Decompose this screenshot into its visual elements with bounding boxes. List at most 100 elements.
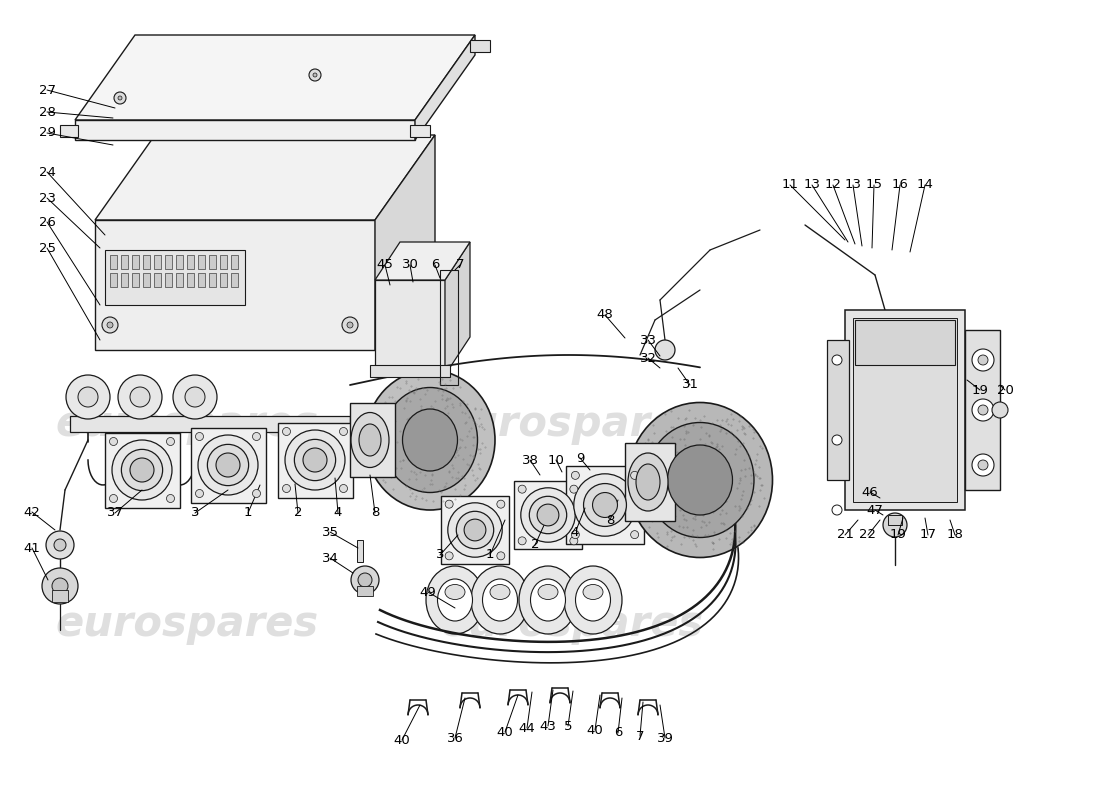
Circle shape bbox=[283, 485, 290, 493]
Circle shape bbox=[52, 578, 68, 594]
Polygon shape bbox=[75, 35, 475, 120]
Text: eurospares: eurospares bbox=[55, 403, 319, 445]
Circle shape bbox=[972, 454, 994, 476]
Circle shape bbox=[883, 513, 908, 537]
Circle shape bbox=[518, 537, 526, 545]
Circle shape bbox=[196, 433, 204, 441]
Bar bbox=[165, 255, 172, 269]
Bar bbox=[220, 273, 227, 287]
Bar bbox=[198, 255, 205, 269]
Bar bbox=[104, 433, 179, 507]
Bar bbox=[110, 273, 117, 287]
Bar bbox=[220, 255, 227, 269]
Bar bbox=[121, 273, 128, 287]
Circle shape bbox=[118, 375, 162, 419]
Text: 28: 28 bbox=[39, 106, 55, 118]
Bar bbox=[855, 320, 955, 365]
Text: 4: 4 bbox=[333, 506, 342, 519]
Bar bbox=[187, 273, 194, 287]
Bar bbox=[143, 273, 150, 287]
Text: 4: 4 bbox=[571, 526, 580, 539]
Circle shape bbox=[309, 69, 321, 81]
Text: 47: 47 bbox=[867, 503, 883, 517]
Bar bbox=[60, 125, 78, 137]
Text: 1: 1 bbox=[486, 549, 494, 562]
Ellipse shape bbox=[351, 413, 389, 467]
Text: 6: 6 bbox=[431, 258, 439, 271]
Ellipse shape bbox=[646, 422, 754, 538]
Ellipse shape bbox=[130, 458, 154, 482]
Bar bbox=[827, 340, 849, 480]
Circle shape bbox=[102, 317, 118, 333]
Circle shape bbox=[166, 494, 175, 502]
Text: 37: 37 bbox=[107, 506, 123, 519]
Polygon shape bbox=[95, 135, 434, 220]
Text: 29: 29 bbox=[39, 126, 55, 139]
Ellipse shape bbox=[483, 579, 517, 621]
Bar bbox=[231, 255, 238, 269]
Ellipse shape bbox=[583, 483, 627, 526]
Text: 6: 6 bbox=[614, 726, 623, 739]
Circle shape bbox=[185, 387, 205, 407]
Bar bbox=[209, 255, 216, 269]
Text: 38: 38 bbox=[521, 454, 538, 466]
Text: 26: 26 bbox=[39, 215, 55, 229]
Circle shape bbox=[253, 490, 261, 498]
Text: 25: 25 bbox=[39, 242, 55, 254]
Text: 40: 40 bbox=[496, 726, 514, 738]
Bar bbox=[358, 586, 373, 596]
Bar bbox=[75, 120, 415, 140]
Circle shape bbox=[497, 500, 505, 508]
Circle shape bbox=[630, 471, 639, 479]
Ellipse shape bbox=[519, 566, 578, 634]
Polygon shape bbox=[415, 35, 475, 140]
Circle shape bbox=[654, 340, 675, 360]
Circle shape bbox=[832, 435, 842, 445]
Circle shape bbox=[832, 505, 842, 515]
Bar bbox=[209, 273, 216, 287]
Text: 16: 16 bbox=[892, 178, 909, 191]
Ellipse shape bbox=[302, 448, 327, 472]
Text: 46: 46 bbox=[861, 486, 879, 498]
Ellipse shape bbox=[456, 511, 494, 549]
Circle shape bbox=[54, 539, 66, 551]
Text: 8: 8 bbox=[371, 506, 380, 519]
Text: 40: 40 bbox=[586, 723, 604, 737]
Text: 34: 34 bbox=[321, 551, 339, 565]
Circle shape bbox=[130, 387, 150, 407]
Bar bbox=[187, 255, 194, 269]
Ellipse shape bbox=[529, 496, 566, 534]
Ellipse shape bbox=[403, 409, 458, 471]
Text: 33: 33 bbox=[639, 334, 657, 346]
Bar bbox=[566, 466, 644, 544]
Ellipse shape bbox=[112, 440, 172, 500]
Ellipse shape bbox=[636, 464, 660, 500]
Text: 3: 3 bbox=[436, 549, 444, 562]
Text: 7: 7 bbox=[636, 730, 645, 742]
Bar bbox=[198, 273, 205, 287]
Ellipse shape bbox=[216, 453, 240, 477]
Text: 9: 9 bbox=[575, 451, 584, 465]
Text: 3: 3 bbox=[190, 506, 199, 519]
Text: 42: 42 bbox=[23, 506, 41, 518]
Bar bbox=[470, 40, 490, 52]
Text: 31: 31 bbox=[682, 378, 698, 391]
Bar bbox=[358, 540, 363, 562]
Ellipse shape bbox=[285, 430, 345, 490]
Circle shape bbox=[358, 573, 372, 587]
Circle shape bbox=[446, 552, 453, 560]
Circle shape bbox=[446, 500, 453, 508]
Circle shape bbox=[110, 438, 118, 446]
Circle shape bbox=[340, 485, 348, 493]
Circle shape bbox=[518, 485, 526, 493]
Ellipse shape bbox=[359, 424, 381, 456]
Circle shape bbox=[110, 494, 118, 502]
Text: 27: 27 bbox=[39, 83, 55, 97]
Ellipse shape bbox=[538, 585, 558, 599]
Ellipse shape bbox=[446, 585, 465, 599]
Circle shape bbox=[342, 317, 358, 333]
Circle shape bbox=[571, 530, 580, 538]
Bar bbox=[441, 496, 509, 564]
Text: 35: 35 bbox=[321, 526, 339, 538]
Bar bbox=[852, 318, 957, 502]
